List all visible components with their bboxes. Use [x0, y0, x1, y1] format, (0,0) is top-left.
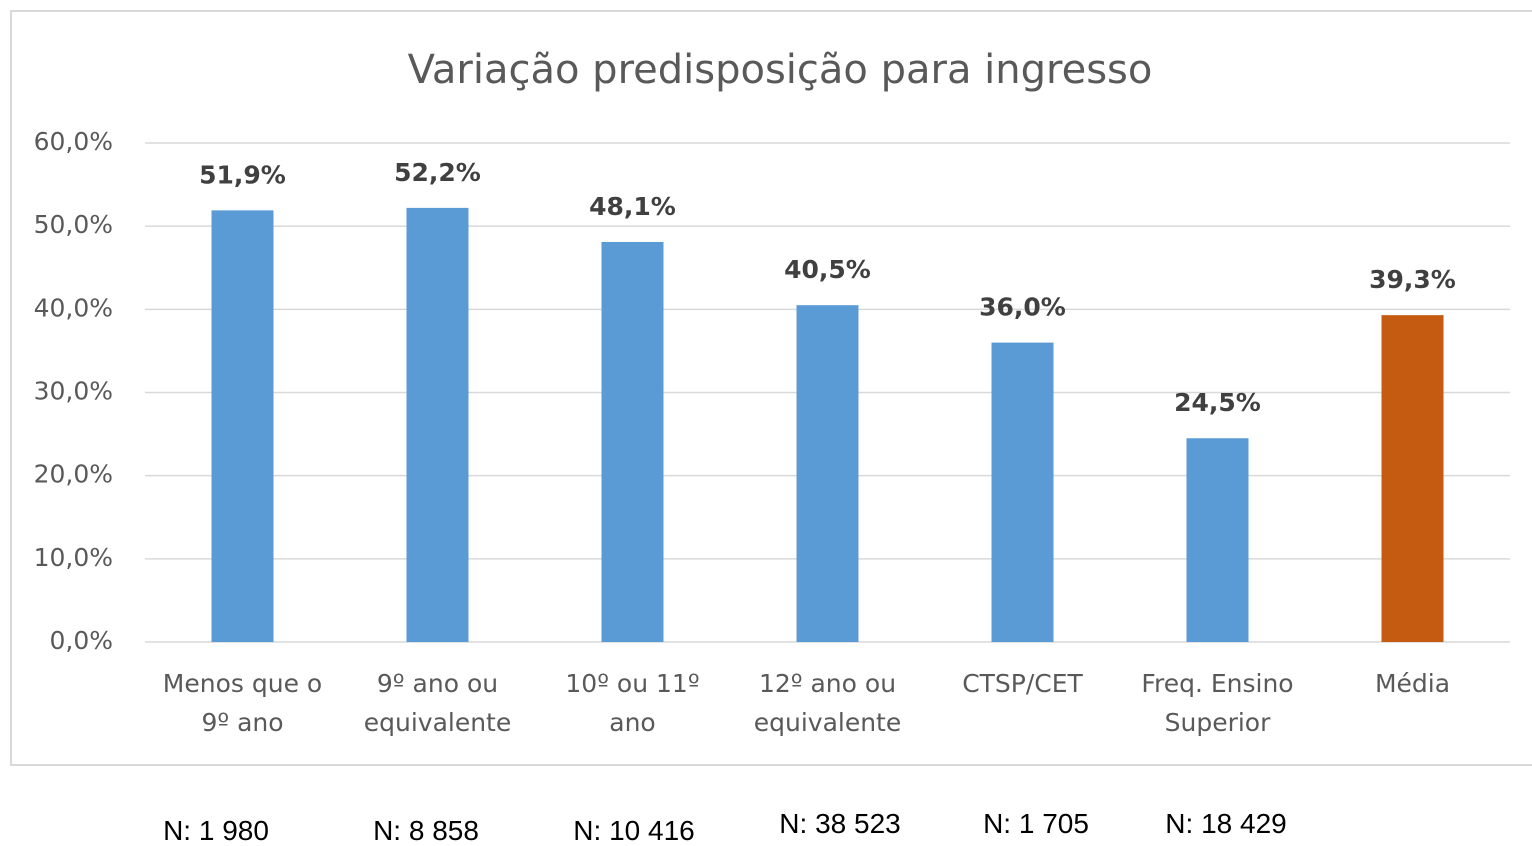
- chart-title: Variação predisposição para ingresso: [408, 47, 1153, 93]
- y-tick-label: 0,0%: [49, 626, 113, 655]
- bar: [1186, 438, 1249, 642]
- y-tick-label: 60,0%: [34, 127, 113, 156]
- x-tick-label: 10º ou 11º ano: [565, 669, 700, 737]
- sample-size-note: N: 38 523: [779, 808, 901, 839]
- y-tick-label: 30,0%: [34, 377, 113, 406]
- bar: [211, 210, 274, 643]
- x-tick-label: Freq. Ensino Superior: [1141, 669, 1294, 737]
- y-tick-label: 10,0%: [34, 543, 113, 572]
- data-label: 52,2%: [394, 158, 481, 187]
- x-tick-label: Menos que o 9º ano: [162, 669, 323, 737]
- bar: [601, 241, 664, 643]
- data-label: 48,1%: [589, 192, 676, 221]
- data-label: 24,5%: [1174, 388, 1261, 417]
- x-tick-label: Média: [1374, 669, 1451, 698]
- sample-size-note: N: 1 705: [983, 808, 1089, 839]
- sample-size-note: N: 18 429: [1165, 808, 1287, 839]
- y-tick-label: 40,0%: [34, 293, 113, 322]
- sample-size-note: N: 8 858: [373, 815, 479, 846]
- bar: [406, 207, 469, 642]
- bar: [991, 342, 1054, 642]
- data-label: 39,3%: [1369, 265, 1456, 294]
- data-label: 51,9%: [199, 160, 286, 189]
- bar: [796, 305, 859, 642]
- sample-size-note: N: 10 416: [573, 815, 695, 846]
- bar: [1381, 315, 1444, 642]
- data-label: 36,0%: [979, 293, 1066, 322]
- x-tick-label: 12º ano ou equivalente: [753, 669, 902, 737]
- sample-size-note: N: 1 980: [163, 815, 269, 846]
- y-tick-label: 20,0%: [34, 460, 113, 489]
- x-tick-label: CTSP/CET: [962, 669, 1083, 698]
- x-tick-label: 9º ano ou equivalente: [363, 669, 512, 737]
- data-label: 40,5%: [784, 255, 871, 284]
- y-tick-label: 50,0%: [34, 210, 113, 239]
